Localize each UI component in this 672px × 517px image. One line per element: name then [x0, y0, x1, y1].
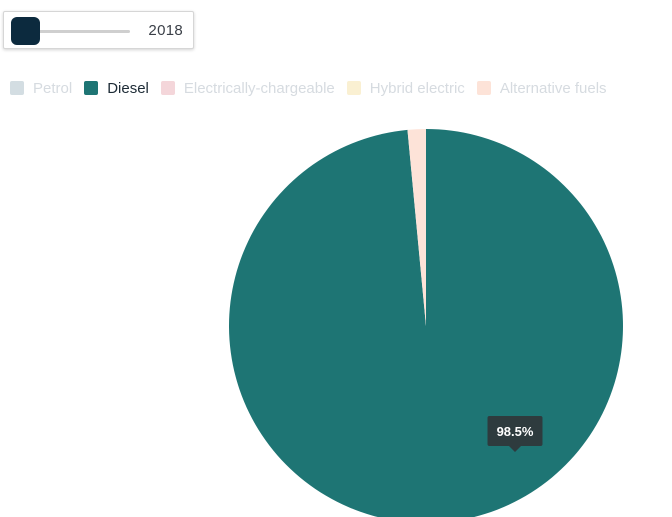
legend-item-hybrid-electric[interactable]: Hybrid electric	[346, 79, 465, 97]
tooltip-label: 98.5%	[497, 424, 534, 439]
legend-swatch-diesel	[84, 81, 99, 95]
legend-item-diesel[interactable]: Diesel	[84, 80, 149, 97]
legend-label-petrol: Petrol	[33, 79, 73, 97]
legend-swatch-hybrid-electric	[346, 81, 361, 95]
year-value: 2018	[148, 22, 183, 39]
legend-item-alternative-fuels[interactable]: Alternative fuels	[476, 79, 607, 97]
legend: Petrol Diesel Electrically-chargeable Hybri…	[10, 77, 619, 99]
tooltip-box	[487, 416, 543, 452]
legend-label-alternative-fuels: Alternative fuels	[499, 79, 607, 97]
legend-item-petrol[interactable]: Petrol	[10, 80, 72, 97]
legend-swatch-electrically-chargeable	[160, 81, 175, 95]
legend-label-electrically-chargeable: Electrically-chargeable	[183, 79, 335, 97]
year-slider-track[interactable]	[18, 30, 130, 33]
legend-swatch-alternative-fuels	[476, 81, 491, 95]
legend-swatch-petrol	[10, 81, 24, 95]
legend-label-hybrid-electric: Hybrid electric	[369, 79, 465, 97]
pie-slices	[228, 129, 623, 517]
pie-tooltip: 98.5%	[487, 416, 543, 452]
year-slider-thumb[interactable]	[11, 17, 40, 45]
pie-slice-alternative-fuels[interactable]	[407, 129, 426, 326]
legend-item-electrically-chargeable[interactable]: Electrically-chargeable	[160, 79, 335, 97]
year-slider: 2018	[3, 11, 194, 49]
legend-label-diesel: Diesel	[107, 79, 149, 97]
